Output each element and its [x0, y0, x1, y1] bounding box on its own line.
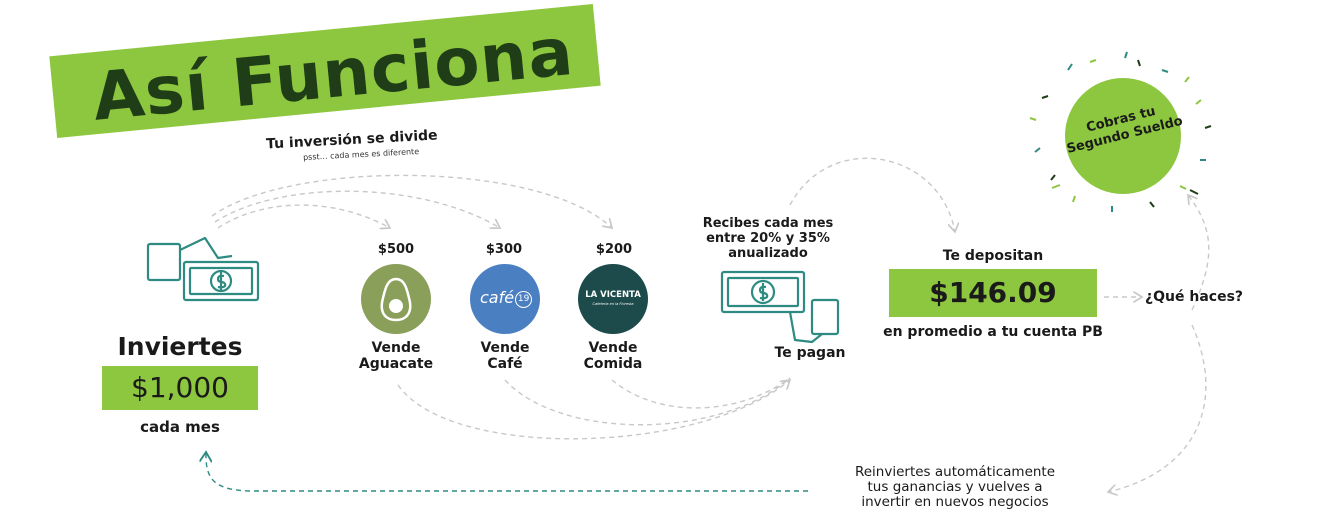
label-comida-line2: Comida — [583, 356, 643, 372]
amount-comida: $200 — [595, 242, 633, 257]
returns-text: Recibes cada mes entre 20% y 35% anualiz… — [688, 216, 848, 261]
label-aguacate-line1: Vende — [371, 340, 421, 356]
reinvest-line3: invertir en nuevos negocios — [861, 494, 1049, 510]
deposit-amount: $146.09 — [889, 269, 1097, 317]
cafe-logo-number: 19 — [515, 291, 533, 308]
arrow-to-deposit — [789, 157, 955, 232]
arrow-question-to-celebrate — [1188, 195, 1210, 311]
reinvest-text: Reinviertes automáticamente tus ganancia… — [820, 465, 1090, 510]
invest-label: Inviertes — [117, 332, 243, 361]
arrow-cafe-return — [504, 377, 791, 426]
avocado-circle — [361, 264, 431, 334]
avocado-icon — [380, 277, 412, 322]
label-comida-line1: Vende — [588, 340, 638, 356]
cafe-19-logo: café 19 — [480, 288, 533, 308]
arrow-aguacate-return — [397, 380, 790, 440]
returns-line1: Recibes cada mes — [702, 216, 834, 231]
arrow-to-cafe — [214, 190, 500, 228]
returns-line3: anualizado — [728, 246, 808, 261]
confetti — [1029, 51, 1212, 212]
label-cafe: Vende Café — [455, 340, 555, 372]
label-comida: Vende Comida — [563, 340, 663, 372]
hand-receive-icon — [720, 270, 840, 344]
amount-aguacate: $500 — [377, 242, 415, 257]
title-banner: Así Funciona — [49, 4, 601, 138]
reinvest-line1: Reinviertes automáticamente — [854, 464, 1056, 480]
arrow-to-comida — [211, 174, 612, 228]
amount-cafe: $300 — [485, 242, 523, 257]
question-label: ¿Qué haces? — [1145, 289, 1244, 305]
arrow-to-aguacate — [217, 204, 390, 228]
deposit-note: en promedio a tu cuenta PB — [883, 324, 1103, 340]
label-cafe-line2: Café — [487, 356, 523, 372]
celebrate-circle — [1065, 78, 1181, 194]
invest-frequency: cada mes — [140, 418, 220, 436]
invest-amount: $1,000 — [102, 366, 258, 410]
paid-label: Te pagan — [774, 345, 846, 361]
hand-money-icon — [146, 236, 260, 302]
arrow-reinvest-to-invest — [206, 452, 808, 492]
cafe-circle: café 19 — [470, 264, 540, 334]
arrow-comida-return — [611, 377, 791, 409]
cafe-logo-text: café — [480, 288, 515, 307]
arrow-question-to-reinvest — [1108, 324, 1207, 492]
returns-line2: entre 20% y 35% — [706, 231, 830, 246]
reinvest-line2: tus ganancias y vuelves a — [867, 479, 1043, 495]
deposit-label: Te depositan — [942, 248, 1044, 264]
label-cafe-line1: Vende — [480, 340, 530, 356]
comida-circle: LA VICENTA Cafetería en la Floresta — [578, 264, 648, 334]
la-vicenta-sub: Cafetería en la Floresta — [592, 302, 634, 306]
label-aguacate: Vende Aguacate — [346, 340, 446, 372]
la-vicenta-logo: LA VICENTA — [585, 290, 641, 300]
label-aguacate-line2: Aguacate — [358, 356, 434, 372]
